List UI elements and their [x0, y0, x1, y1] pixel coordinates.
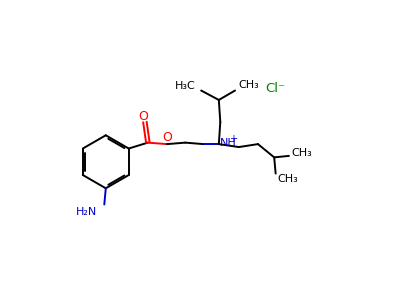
Text: Cl⁻: Cl⁻ [265, 82, 285, 95]
Text: H₂N: H₂N [76, 207, 97, 218]
Text: CH₃: CH₃ [238, 80, 259, 90]
Text: NH: NH [220, 138, 236, 148]
Text: H₃C: H₃C [174, 81, 195, 91]
Text: O: O [163, 131, 172, 144]
Text: CH₃: CH₃ [277, 174, 298, 184]
Text: CH₃: CH₃ [292, 148, 312, 158]
Text: O: O [138, 110, 148, 123]
Text: +: + [229, 134, 237, 144]
